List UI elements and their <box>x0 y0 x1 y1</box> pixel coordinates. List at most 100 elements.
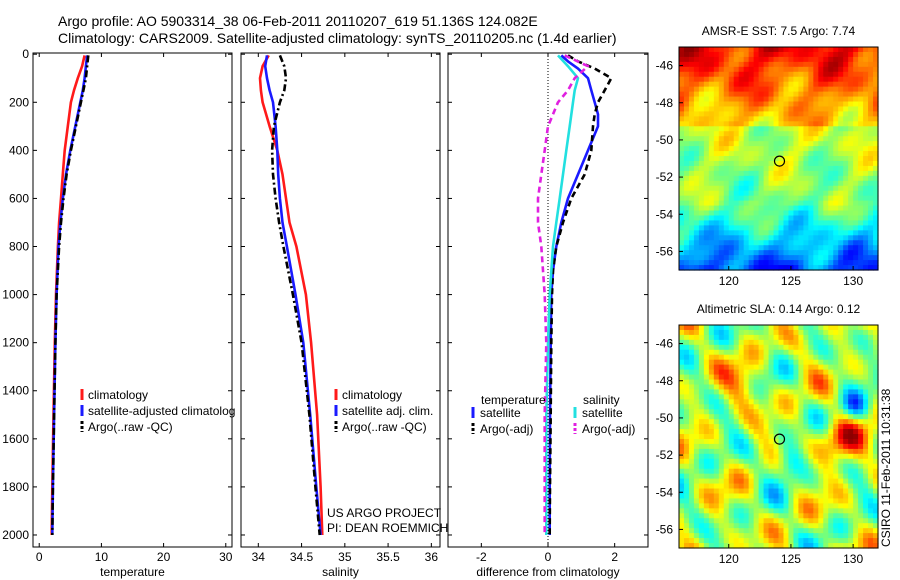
heatmap-cell <box>778 453 785 460</box>
heatmap-cell <box>758 250 765 256</box>
heatmap-cell <box>688 438 695 445</box>
heatmap-cell <box>748 473 755 480</box>
heatmap-cell <box>763 66 770 73</box>
heatmap-cell <box>693 121 700 127</box>
heatmap-cell <box>733 384 740 391</box>
heatmap-cell <box>718 325 725 331</box>
heatmap-cell <box>768 429 775 435</box>
heatmap-cell <box>679 165 685 172</box>
heatmap-cell <box>773 458 780 465</box>
heatmap-cell <box>803 329 809 336</box>
heatmap-cell <box>718 205 725 212</box>
heatmap-cell <box>723 156 730 162</box>
heatmap-cell <box>858 185 864 192</box>
heatmap-cell <box>703 86 710 93</box>
heatmap-cell <box>743 126 750 132</box>
heatmap-cell <box>773 434 780 440</box>
heatmap-cell <box>873 533 879 539</box>
heatmap-cell <box>798 523 804 529</box>
heatmap-cell <box>728 349 735 356</box>
heatmap-cell <box>828 91 834 98</box>
heatmap-cell <box>843 260 849 266</box>
heatmap-cell <box>858 498 864 504</box>
heatmap-cell <box>858 210 864 217</box>
heatmap-cell <box>788 414 795 420</box>
heatmap-cell <box>723 483 730 490</box>
heatmap-cell <box>728 121 735 127</box>
heatmap-cell <box>683 205 690 212</box>
heatmap-cell <box>698 101 705 108</box>
heatmap-cell <box>858 146 864 152</box>
heatmap-cell <box>798 215 804 222</box>
heatmap-cell <box>838 533 844 539</box>
series-line-difference-1 <box>548 54 613 536</box>
heatmap-cell <box>679 434 685 440</box>
heatmap-cell <box>708 329 715 336</box>
heatmap-cell <box>808 185 814 192</box>
heatmap-cell <box>868 185 874 192</box>
heatmap-cell <box>833 245 839 251</box>
heatmap-cell <box>853 91 859 98</box>
heatmap-cell <box>788 96 795 103</box>
heatmap-cell <box>758 478 765 485</box>
heatmap-cell <box>868 359 874 366</box>
heatmap-cell <box>758 374 765 381</box>
heatmap-cell <box>873 463 879 470</box>
heatmap-cell <box>793 51 799 58</box>
heatmap-cell <box>768 488 775 495</box>
heatmap-cell <box>708 215 715 222</box>
heatmap-cell <box>748 384 755 391</box>
heatmap-cell <box>838 151 844 157</box>
heatmap-cell <box>679 180 685 187</box>
heatmap-cell <box>768 260 775 266</box>
heatmap-cell <box>768 453 775 460</box>
heatmap-cell <box>858 389 864 395</box>
heatmap-cell <box>683 265 690 271</box>
heatmap-cell <box>843 443 849 450</box>
heatmap-cell <box>793 458 799 465</box>
heatmap-cell <box>833 116 839 122</box>
heatmap-cell <box>718 508 725 514</box>
heatmap-cell <box>703 508 710 514</box>
heatmap-cell <box>828 503 834 509</box>
heatmap-cell <box>833 364 839 371</box>
heatmap-cell <box>803 126 809 132</box>
heatmap-cell <box>843 384 849 391</box>
heatmap-cell <box>679 438 685 445</box>
heatmap-cell <box>693 61 700 68</box>
heatmap-cell <box>758 369 765 376</box>
heatmap-cell <box>773 56 780 63</box>
heatmap-cell <box>733 230 740 236</box>
heatmap-cell <box>823 379 829 386</box>
heatmap-cell <box>728 260 735 266</box>
heatmap-cell <box>788 409 795 415</box>
heatmap-cell <box>703 56 710 63</box>
heatmap-cell <box>778 483 785 490</box>
heatmap-cell <box>863 404 869 410</box>
heatmap-cell <box>813 493 819 500</box>
heatmap-cell <box>728 265 735 271</box>
heatmap-cell <box>758 329 765 336</box>
heatmap-cell <box>808 498 814 504</box>
heatmap-cell <box>833 180 839 187</box>
heatmap-cell <box>758 111 765 117</box>
heatmap-cell <box>773 543 780 549</box>
heatmap-cell <box>808 339 814 346</box>
heatmap-cell <box>768 200 775 207</box>
heatmap-cell <box>768 325 775 331</box>
heatmap-cell <box>848 141 854 147</box>
heatmap-cell <box>738 200 745 207</box>
heatmap-cell <box>818 518 824 524</box>
heatmap-cell <box>698 349 705 356</box>
heatmap-cell <box>843 165 849 172</box>
heatmap-cell <box>703 185 710 192</box>
heatmap-cell <box>798 498 804 504</box>
heatmap-cell <box>793 364 799 371</box>
heatmap-cell <box>858 429 864 435</box>
heatmap-cell <box>713 210 720 217</box>
heatmap-cell <box>798 131 804 137</box>
heatmap-cell <box>808 493 814 500</box>
heatmap-cell <box>693 47 700 53</box>
heatmap-cell <box>848 384 854 391</box>
